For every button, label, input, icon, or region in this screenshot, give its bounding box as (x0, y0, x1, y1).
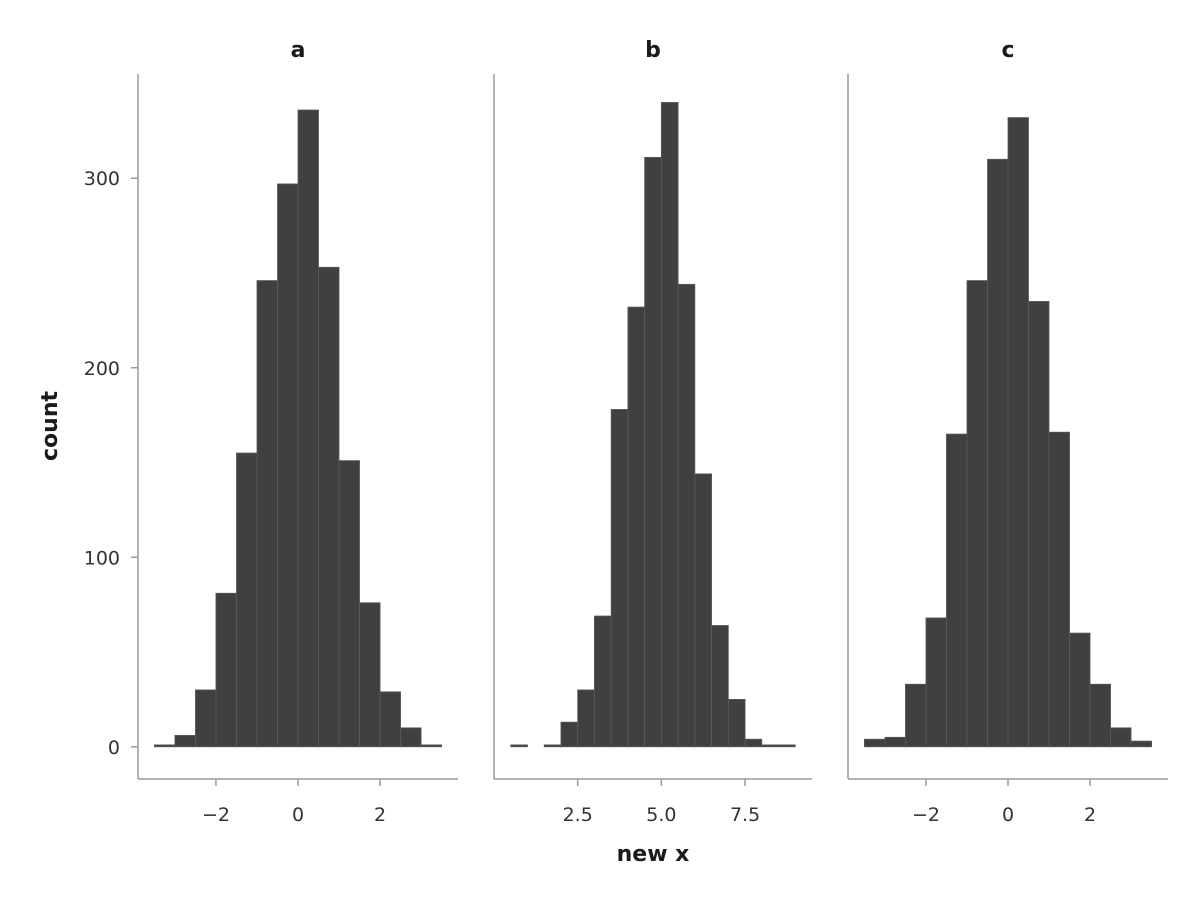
y-tick-label: 0 (108, 737, 120, 759)
histogram-bar (987, 158, 1009, 748)
histogram-bar (778, 744, 796, 748)
histogram-bar (677, 283, 696, 748)
x-axis-title: new x (617, 842, 690, 867)
histogram-bar (644, 156, 662, 748)
histogram-bar (1007, 117, 1029, 748)
histogram-bar (297, 109, 319, 748)
histogram-bar (420, 744, 442, 748)
histogram-bar (727, 699, 746, 748)
histogram-bar (1089, 683, 1111, 748)
panel-title-b: b (645, 38, 661, 63)
histogram-bar (711, 625, 729, 748)
x-tick-label: 0 (1002, 804, 1014, 826)
panel-c: c −2 0 2 (847, 38, 1168, 826)
histogram-bar (154, 744, 176, 748)
histogram-bar (610, 409, 629, 748)
histogram-bar (925, 617, 947, 748)
histogram-bar (1110, 727, 1132, 748)
x-tick-label: 0 (292, 804, 304, 826)
histogram-bar (277, 183, 299, 748)
panel-title-c: c (1001, 38, 1014, 63)
histogram-bar (660, 102, 679, 748)
panel-a: a −2 0 2 0 100 200 300 (84, 38, 458, 826)
histogram-bar (338, 460, 360, 748)
x-tick-label: −2 (912, 804, 940, 826)
x-tick-label: 7.5 (730, 804, 760, 826)
histogram-bar (966, 280, 988, 748)
x-tick-label: 2 (374, 804, 386, 826)
histogram-bar (359, 602, 381, 748)
histogram-bar (884, 736, 906, 748)
y-tick-label: 200 (84, 358, 120, 380)
panel-b: b 2.5 5.0 7.5 (493, 38, 812, 826)
histogram-bar (1028, 301, 1050, 748)
x-tick-label: 2 (1084, 804, 1096, 826)
y-tick-label: 100 (84, 547, 120, 569)
histogram-bar (744, 738, 763, 748)
panels-group: a −2 0 2 0 100 200 300 b 2.5 5.0 7.5 c −2 0 2 (84, 38, 1168, 826)
histogram-bar (864, 738, 886, 748)
y-axis-title: count (38, 391, 63, 461)
histogram-bar (543, 744, 562, 748)
histogram-bar (905, 683, 927, 748)
histogram-bar (195, 689, 217, 748)
histogram-bar (174, 735, 196, 748)
histogram-bar (379, 691, 401, 748)
x-tick-label: −2 (202, 804, 230, 826)
x-tick-label: 5.0 (646, 804, 676, 826)
histogram-bar (256, 280, 278, 748)
y-tick-label: 300 (84, 168, 120, 190)
x-tick-label: 2.5 (563, 804, 593, 826)
histogram-bar (400, 727, 422, 748)
histogram-bar (694, 473, 712, 748)
histogram-bar (510, 744, 528, 748)
histogram-bar (627, 306, 646, 748)
histogram-bar (215, 592, 237, 748)
histogram-bar (1130, 740, 1152, 748)
histogram-bar (560, 721, 579, 748)
histogram-bar (1048, 431, 1070, 748)
histogram-bar (577, 689, 595, 748)
histogram-bar (594, 615, 612, 748)
panel-title-a: a (291, 38, 306, 63)
histogram-bar (946, 433, 968, 748)
histogram-bar (1069, 632, 1091, 748)
histogram-bar (761, 744, 779, 748)
histogram-bar (318, 266, 340, 748)
histogram-bar (236, 452, 258, 748)
